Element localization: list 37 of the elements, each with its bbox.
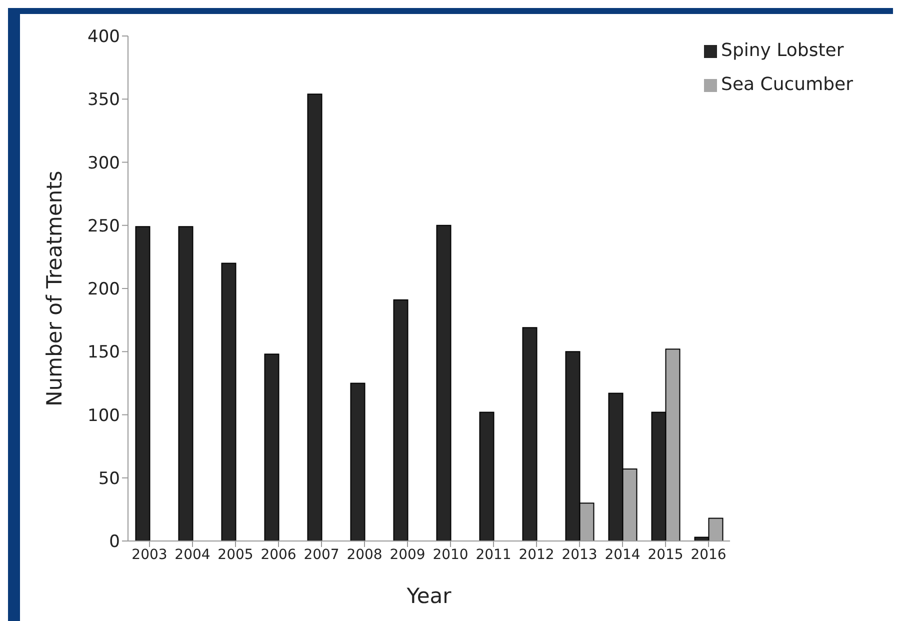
bar — [393, 299, 408, 541]
x-tick-label: 2003 — [132, 546, 168, 563]
x-tick-label: 2007 — [304, 546, 340, 563]
bar — [264, 354, 280, 541]
y-tick-label: 350 — [88, 90, 120, 110]
bar — [436, 224, 452, 541]
legend-label: Spiny Lobster — [721, 40, 844, 61]
x-tick-label: 2016 — [690, 546, 726, 563]
legend-label: Sea Cucumber — [721, 74, 853, 95]
x-tick-label: 2006 — [260, 546, 296, 563]
x-tick-label: 2005 — [218, 546, 254, 563]
x-tick-label: 2008 — [346, 546, 382, 563]
x-tick-label: 2015 — [648, 546, 684, 563]
y-tick-label: 200 — [88, 280, 120, 300]
x-tick-label: 2014 — [604, 546, 640, 563]
bar — [350, 382, 366, 541]
bar — [522, 327, 538, 541]
y-tick-label: 250 — [88, 216, 120, 236]
x-tick-label: 2011 — [476, 546, 512, 563]
bar — [178, 226, 194, 541]
x-tick-label: 2009 — [390, 546, 426, 563]
x-tick-label: 2004 — [174, 546, 210, 563]
y-tick-label: 150 — [88, 342, 120, 363]
bar — [135, 226, 150, 541]
x-tick-label: 2010 — [432, 546, 468, 563]
y-tick-label: 100 — [88, 406, 120, 426]
y-tick-label: 0 — [109, 532, 120, 552]
bar — [307, 94, 322, 541]
x-tick-label: 2012 — [518, 546, 554, 563]
x-axis-title: Year — [406, 584, 452, 608]
x-tick-label: 2013 — [562, 546, 598, 563]
y-tick-label: 300 — [88, 153, 120, 174]
y-tick-label: 400 — [88, 27, 120, 48]
y-tick-label: 50 — [98, 468, 120, 489]
y-axis-title: Number of Treatments — [42, 170, 66, 406]
bar — [221, 262, 236, 541]
bar — [479, 412, 494, 541]
